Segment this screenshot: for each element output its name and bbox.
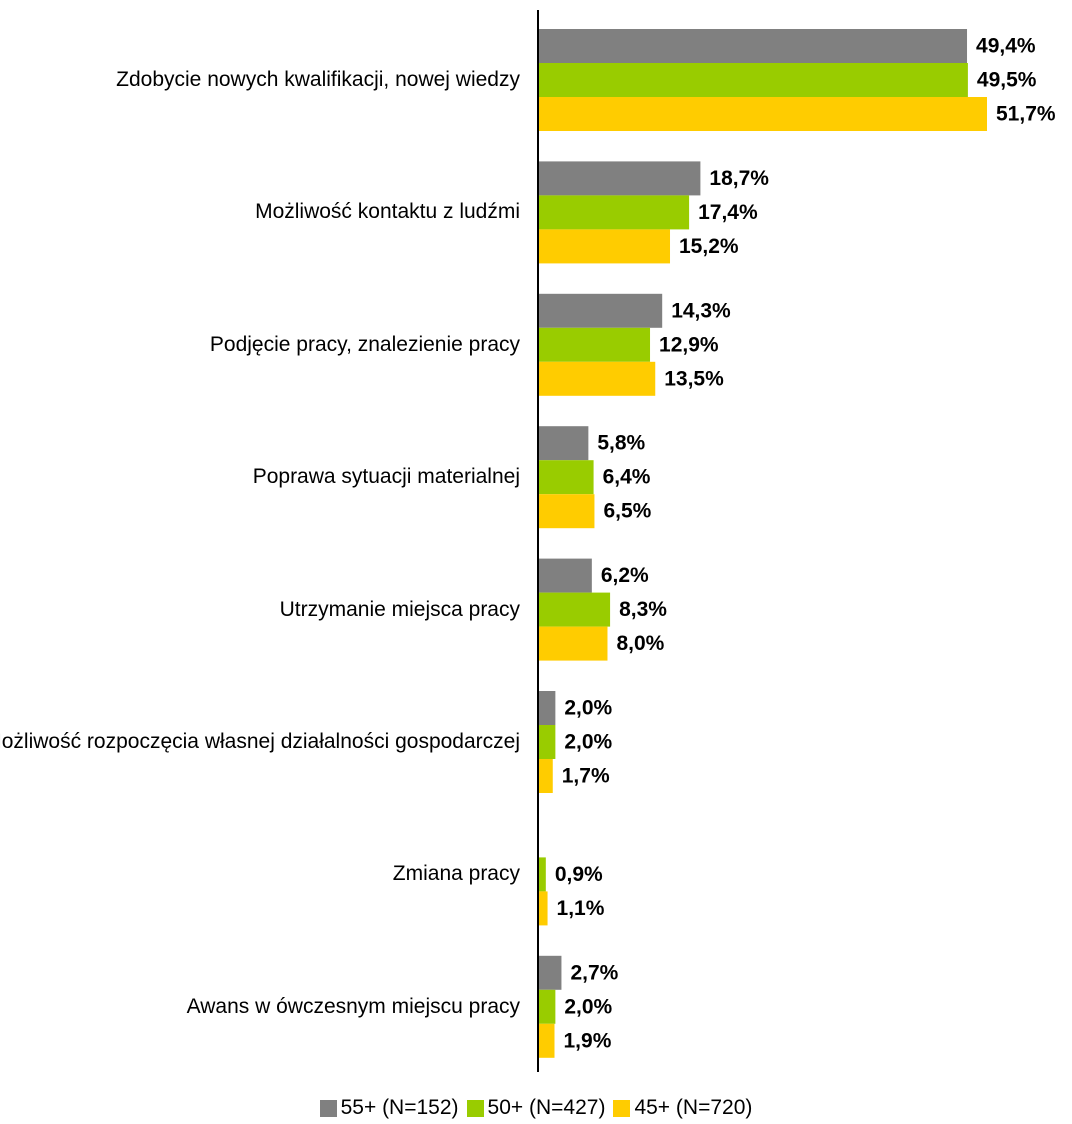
bar <box>538 558 592 593</box>
category-label: Zdobycie nowych kwalifikacji, nowej wied… <box>116 68 520 91</box>
bar <box>538 195 690 230</box>
value-label: 5,8% <box>597 432 645 455</box>
value-label: 12,9% <box>659 333 719 356</box>
legend-label: 50+ (N=427) <box>487 1096 606 1119</box>
category-label-box: Zmiana pracy <box>0 834 520 914</box>
bar <box>538 161 701 196</box>
value-label: 15,2% <box>679 235 739 258</box>
bar <box>538 460 594 495</box>
value-label: 6,2% <box>601 564 649 587</box>
value-label: 1,7% <box>562 765 610 788</box>
legend-item: 55+ (N=152) <box>319 1096 459 1120</box>
category-label-box: Możliwość rozpoczęcia własnej działalnoś… <box>0 702 520 782</box>
category-label-box: Poprawa sytuacji materialnej <box>0 437 520 517</box>
legend-swatch <box>466 1099 484 1117</box>
bar <box>538 361 656 396</box>
bar <box>538 891 548 926</box>
value-label: 6,4% <box>603 466 651 489</box>
plot: 49,4% 49,5% 51,7% 18,7% 17,4% 15,2% 14,3% 12,9%… <box>537 10 1056 1072</box>
category-label: Utrzymanie miejsca pracy <box>279 597 520 621</box>
bar <box>538 955 562 990</box>
bar <box>538 626 608 661</box>
bar <box>538 857 546 892</box>
category-label: Podjęcie pracy, znalezienie pracy <box>209 332 520 356</box>
value-label: 8,0% <box>616 632 664 655</box>
value-label: 18,7% <box>709 167 769 190</box>
legend-swatch <box>319 1099 337 1117</box>
value-label: 49,5% <box>977 69 1037 92</box>
value-label: 2,0% <box>564 697 612 720</box>
legend-label: 55+ (N=152) <box>340 1096 459 1119</box>
bar <box>538 229 671 264</box>
bar <box>538 327 651 362</box>
category-label-box: Awans w ówczesnym miejscu pracy <box>0 967 520 1047</box>
bar <box>538 691 556 725</box>
legend: 55+ (N=152) 50+ (N=427) 45+ (N=720) <box>0 1096 1072 1120</box>
bar <box>538 97 987 131</box>
value-label: 13,5% <box>664 367 724 390</box>
bar <box>538 989 556 1024</box>
value-label: 49,4% <box>976 35 1036 58</box>
category-label-box: Możliwość kontaktu z ludźmi <box>0 172 520 252</box>
category-label: Możliwość rozpoczęcia własnej działalnoś… <box>0 730 520 753</box>
category-label-box: Utrzymanie miejsca pracy <box>0 570 520 650</box>
category-label: Zmiana pracy <box>392 862 520 886</box>
value-label: 2,0% <box>564 995 612 1018</box>
category-label-box: Zdobycie nowych kwalifikacji, nowej wied… <box>0 40 520 120</box>
value-label: 51,7% <box>996 103 1056 126</box>
legend-label: 45+ (N=720) <box>634 1096 753 1119</box>
category-label: Możliwość kontaktu z ludźmi <box>255 200 520 224</box>
value-label: 2,7% <box>570 961 618 984</box>
bar <box>538 293 663 328</box>
category-label: Poprawa sytuacji materialnej <box>252 465 520 489</box>
bar <box>538 63 968 97</box>
category-label: Awans w ówczesnym miejscu pracy <box>186 994 520 1018</box>
value-label: 17,4% <box>698 201 758 224</box>
value-label: 1,9% <box>564 1029 612 1052</box>
value-label: 0,9% <box>555 863 603 886</box>
bar <box>538 494 595 529</box>
bar <box>538 725 556 759</box>
bar <box>538 1023 555 1058</box>
bar <box>538 426 589 461</box>
category-label-box: Podjęcie pracy, znalezienie pracy <box>0 305 520 385</box>
value-label: 6,5% <box>603 500 651 523</box>
value-label: 8,3% <box>619 598 667 621</box>
bar <box>538 29 968 63</box>
value-label: 1,1% <box>557 897 605 920</box>
bar <box>538 759 553 793</box>
legend-swatch <box>613 1099 631 1117</box>
value-label: 2,0% <box>564 731 612 754</box>
legend-item: 45+ (N=720) <box>613 1096 752 1120</box>
legend-item: 50+ (N=427) <box>466 1096 606 1120</box>
value-label: 14,3% <box>671 299 731 322</box>
bar <box>538 592 611 627</box>
